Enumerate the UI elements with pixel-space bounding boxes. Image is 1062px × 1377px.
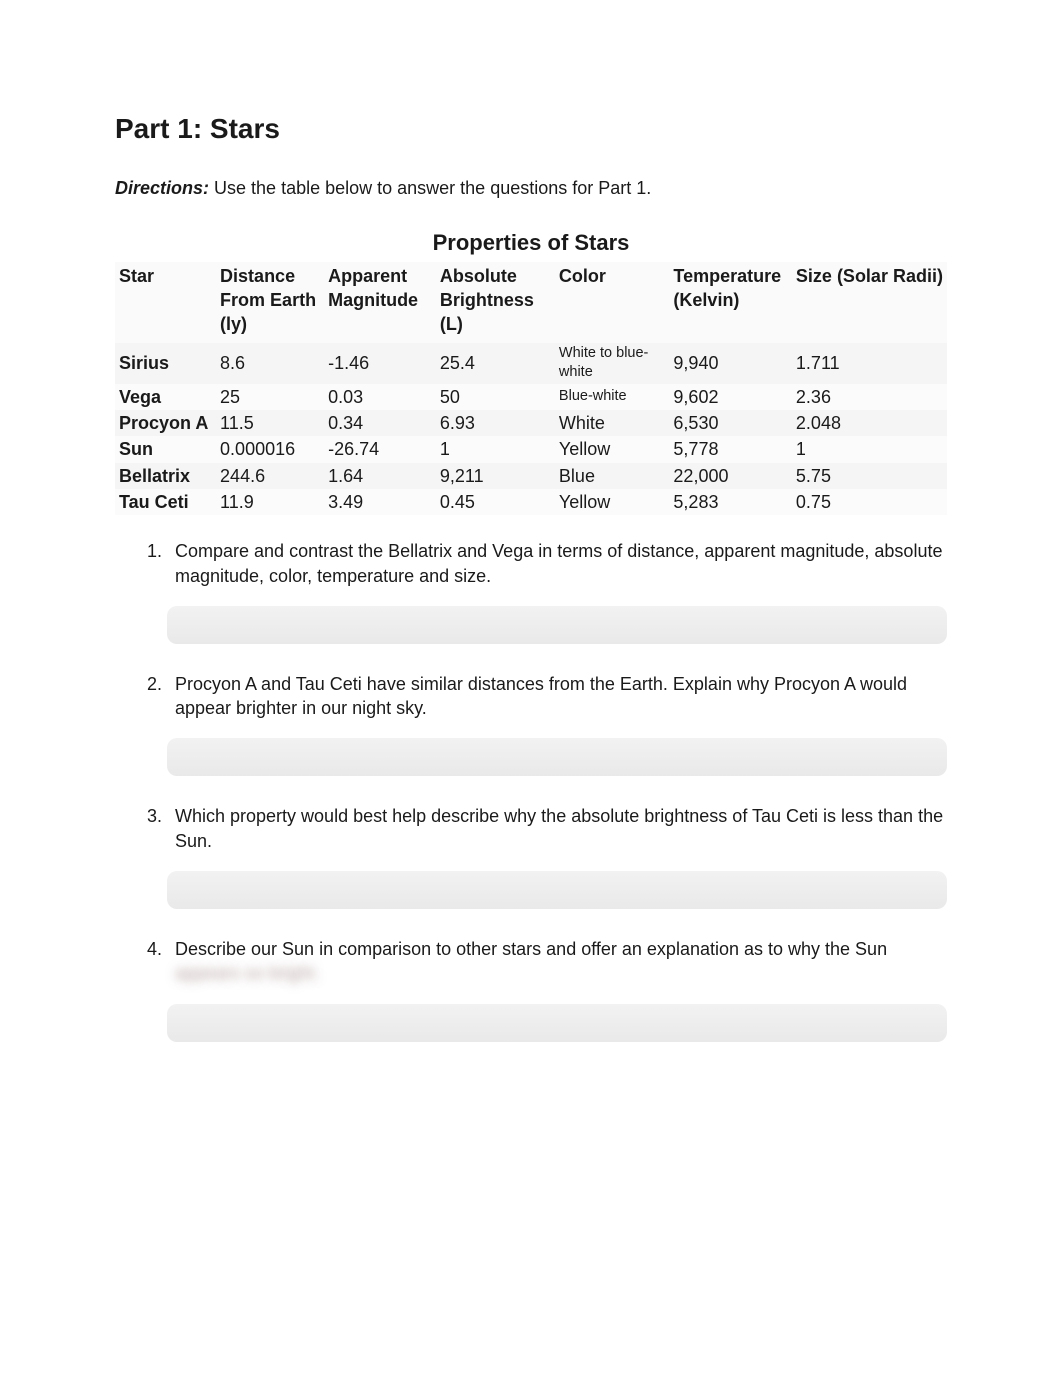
question-list: Compare and contrast the Bellatrix and V… xyxy=(115,539,947,1041)
table-row: Vega250.0350Blue-white9,6022.36 xyxy=(115,384,947,410)
table-row: Procyon A11.50.346.93White6,5302.048 xyxy=(115,410,947,436)
cell-size: 2.36 xyxy=(792,384,947,410)
directions-text: Use the table below to answer the questi… xyxy=(209,178,651,198)
cell-abs-bright: 25.4 xyxy=(436,343,555,384)
cell-color: White xyxy=(555,410,670,436)
question-item: Describe our Sun in comparison to other … xyxy=(167,937,947,986)
cell-temp: 9,602 xyxy=(669,384,792,410)
cell-distance: 11.5 xyxy=(216,410,324,436)
col-header-size: Size (Solar Radii) xyxy=(792,262,947,343)
table-title: Properties of Stars xyxy=(115,228,947,258)
table-row: Tau Ceti11.93.490.45Yellow5,2830.75 xyxy=(115,489,947,515)
cell-color: Yellow xyxy=(555,436,670,462)
table-row: Bellatrix244.61.649,211Blue22,0005.75 xyxy=(115,463,947,489)
table-row: Sirius8.6-1.4625.4White to blue-white9,9… xyxy=(115,343,947,384)
table-row: Sun0.000016-26.741Yellow5,7781 xyxy=(115,436,947,462)
answer-input-box[interactable] xyxy=(167,606,947,644)
answer-input-box[interactable] xyxy=(167,1004,947,1042)
cell-size: 0.75 xyxy=(792,489,947,515)
properties-of-stars-table: Star Distance From Earth (ly) Apparent M… xyxy=(115,262,947,516)
cell-color: White to blue-white xyxy=(555,343,670,384)
cell-temp: 5,778 xyxy=(669,436,792,462)
cell-size: 5.75 xyxy=(792,463,947,489)
cell-star: Bellatrix xyxy=(115,463,216,489)
question-item: Compare and contrast the Bellatrix and V… xyxy=(167,539,947,588)
col-header-color: Color xyxy=(555,262,670,343)
cell-star: Sun xyxy=(115,436,216,462)
cell-distance: 0.000016 xyxy=(216,436,324,462)
cell-star: Procyon A xyxy=(115,410,216,436)
cell-temp: 6,530 xyxy=(669,410,792,436)
cell-distance: 11.9 xyxy=(216,489,324,515)
cell-app-mag: 1.64 xyxy=(324,463,436,489)
cell-temp: 22,000 xyxy=(669,463,792,489)
cell-abs-bright: 1 xyxy=(436,436,555,462)
cell-app-mag: 3.49 xyxy=(324,489,436,515)
cell-star: Vega xyxy=(115,384,216,410)
cell-size: 1.711 xyxy=(792,343,947,384)
cell-abs-bright: 50 xyxy=(436,384,555,410)
question-item: Procyon A and Tau Ceti have similar dist… xyxy=(167,672,947,721)
cell-color: Blue-white xyxy=(555,384,670,410)
cell-star: Tau Ceti xyxy=(115,489,216,515)
cell-temp: 9,940 xyxy=(669,343,792,384)
col-header-star: Star xyxy=(115,262,216,343)
cell-size: 1 xyxy=(792,436,947,462)
col-header-app-mag: Apparent Magnitude xyxy=(324,262,436,343)
question-blurred-text: appears so bright. xyxy=(175,963,319,983)
page-title: Part 1: Stars xyxy=(115,110,947,148)
cell-temp: 5,283 xyxy=(669,489,792,515)
cell-abs-bright: 6.93 xyxy=(436,410,555,436)
question-text: Describe our Sun in comparison to other … xyxy=(175,939,887,959)
cell-distance: 8.6 xyxy=(216,343,324,384)
cell-color: Blue xyxy=(555,463,670,489)
cell-color: Yellow xyxy=(555,489,670,515)
cell-app-mag: 0.34 xyxy=(324,410,436,436)
cell-distance: 25 xyxy=(216,384,324,410)
cell-app-mag: 0.03 xyxy=(324,384,436,410)
answer-input-box[interactable] xyxy=(167,871,947,909)
table-header-row: Star Distance From Earth (ly) Apparent M… xyxy=(115,262,947,343)
cell-star: Sirius xyxy=(115,343,216,384)
directions-label: Directions: xyxy=(115,178,209,198)
question-text: Compare and contrast the Bellatrix and V… xyxy=(175,541,942,585)
cell-app-mag: -26.74 xyxy=(324,436,436,462)
col-header-abs-bright: Absolute Brightness (L) xyxy=(436,262,555,343)
cell-size: 2.048 xyxy=(792,410,947,436)
cell-distance: 244.6 xyxy=(216,463,324,489)
question-text: Which property would best help describe … xyxy=(175,806,943,850)
cell-abs-bright: 9,211 xyxy=(436,463,555,489)
cell-abs-bright: 0.45 xyxy=(436,489,555,515)
answer-input-box[interactable] xyxy=(167,738,947,776)
col-header-temperature: Temperature (Kelvin) xyxy=(669,262,792,343)
col-header-distance: Distance From Earth (ly) xyxy=(216,262,324,343)
cell-app-mag: -1.46 xyxy=(324,343,436,384)
question-item: Which property would best help describe … xyxy=(167,804,947,853)
directions-line: Directions: Use the table below to answe… xyxy=(115,176,947,200)
question-text: Procyon A and Tau Ceti have similar dist… xyxy=(175,674,907,718)
